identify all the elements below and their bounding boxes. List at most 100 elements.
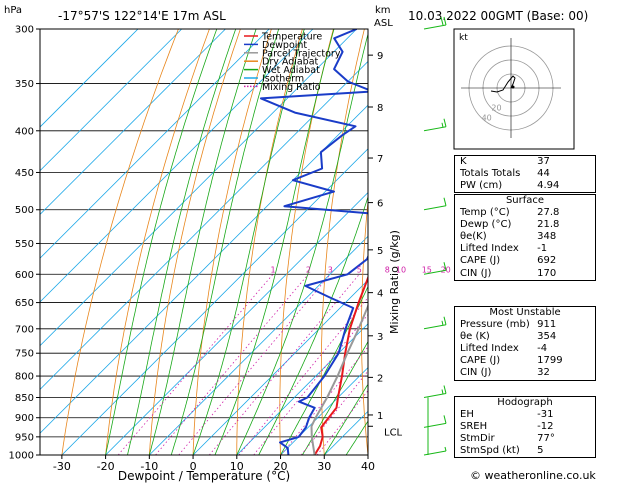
wet-adiabat <box>127 29 237 455</box>
wet-adiabat <box>302 340 368 455</box>
legend-entry: Mixing Ratio <box>262 82 321 93</box>
pressure-tick-label: 700 <box>15 324 34 335</box>
surface-table: Surface Temp (°C) 27.8 Dewp (°C) 21.8 θe(K) 3… <box>454 194 596 281</box>
mixing-ratio-label: 10 <box>396 265 406 274</box>
temperature-tick-label: 0 <box>190 460 197 473</box>
row-key: θe (K) <box>460 331 490 343</box>
row-key: θe(K) <box>460 231 487 243</box>
temperature-tick-label: -30 <box>53 460 71 473</box>
dry-adiabat <box>236 29 303 455</box>
row-value: -4 <box>537 343 548 355</box>
legend-entry: Parcel Trajectory <box>262 48 341 59</box>
mixing-ratio-label: 2 <box>306 265 311 274</box>
pressure-tick-label: 900 <box>15 413 34 424</box>
table-row: Lifted Index -1 <box>455 243 595 255</box>
isotherm <box>40 29 139 128</box>
table-row: K 37 <box>455 156 595 168</box>
barb-flag <box>443 118 447 127</box>
table-row: CAPE (J) 1799 <box>455 355 595 367</box>
hodograph-ring-label: 20 <box>491 104 501 113</box>
datetime-label: 10.03.2022 00GMT (Base: 00) <box>408 9 588 23</box>
mixing-ratio-label: 3 <box>328 265 333 274</box>
km-tick-label: 1 <box>377 411 383 422</box>
row-value: 77° <box>537 433 555 445</box>
isotherm <box>40 29 270 259</box>
dry-adiabat <box>148 29 241 455</box>
wet-adiabat <box>214 29 335 455</box>
temperature-tick-label: 10 <box>230 460 244 473</box>
barb-half-flag <box>444 446 447 452</box>
hodograph-frame <box>453 28 575 150</box>
table-row: Temp (°C) 27.8 <box>455 207 595 219</box>
barb-staff <box>423 422 447 428</box>
wind-barb <box>423 16 447 30</box>
barb-half-flag <box>441 320 444 326</box>
wet-adiabat <box>105 29 218 455</box>
mixing-ratio-label: 8 <box>385 265 390 274</box>
temperature-tick-label: -10 <box>140 460 158 473</box>
row-value: 4.94 <box>537 180 560 192</box>
row-value: 32 <box>537 367 550 379</box>
row-key: CIN (J) <box>460 367 492 379</box>
table-row: θe(K) 348 <box>455 231 595 243</box>
wind-barb <box>423 385 447 398</box>
row-value: 27.8 <box>537 207 560 219</box>
pressure-tick-label: 800 <box>15 372 34 383</box>
row-key: CAPE (J) <box>460 355 501 367</box>
row-value: 5 <box>537 445 544 457</box>
row-value: -31 <box>537 409 554 421</box>
legend-entry: Temperature <box>261 32 322 43</box>
pressure-tick-label: 600 <box>15 270 34 281</box>
row-key: CAPE (J) <box>460 255 501 267</box>
temperature-tick-label: -20 <box>97 460 115 473</box>
barb-staff <box>423 269 447 275</box>
mixing-ratio-axis-label: Mixing Ratio (g/kg) <box>388 230 401 334</box>
copyright-label: © weatheronline.co.uk <box>470 469 596 482</box>
row-key: Temp (°C) <box>460 207 510 219</box>
mixing-ratio-line <box>280 346 368 455</box>
row-key: StmSpd (kt) <box>460 445 520 457</box>
row-key: Pressure (mb) <box>460 319 530 331</box>
mixing-ratio-line <box>300 370 368 455</box>
barb-staff <box>423 393 447 398</box>
hodograph-ring-label: 40 <box>482 113 492 122</box>
table-row: StmSpd (kt) 5 <box>455 445 595 457</box>
wet-adiabat <box>280 285 368 455</box>
table-row: PW (cm) 4.94 <box>455 180 595 192</box>
legend-entry: Dewpoint <box>262 40 307 51</box>
hodograph-table-title: Hodograph <box>497 397 553 408</box>
wind-barb <box>423 446 447 456</box>
asl-unit-label: ASL <box>374 18 393 29</box>
table-row: Lifted Index -4 <box>455 343 595 355</box>
table-row: CAPE (J) 692 <box>455 255 595 267</box>
wind-barb <box>423 197 447 211</box>
km-tick-label: 2 <box>377 373 383 384</box>
pressure-tick-label: 650 <box>15 298 34 309</box>
row-value: 44 <box>537 168 550 180</box>
row-value: 1799 <box>537 355 563 367</box>
surface-title: Surface <box>505 195 545 206</box>
wet-adiabat <box>236 32 368 455</box>
row-key: Dewp (°C) <box>460 219 512 231</box>
pressure-tick-label: 1000 <box>9 451 34 462</box>
row-value: 911 <box>537 319 557 331</box>
temperature-tick-label: 30 <box>317 460 331 473</box>
isotherm <box>40 29 314 303</box>
pressure-tick-label: 300 <box>15 25 34 36</box>
mixing-ratio-label: 5 <box>357 265 362 274</box>
table-row: CIN (J) 170 <box>455 268 595 280</box>
isotherm <box>40 29 226 216</box>
lcl-label: LCL <box>384 427 403 438</box>
barb-staff <box>423 324 447 330</box>
most-unstable-table: Most Unstable Pressure (mb) 911 θe (K) 354 L… <box>454 306 596 381</box>
isotherm <box>40 29 183 172</box>
hodograph-unit-label: kt <box>459 33 468 43</box>
barb-staff <box>423 450 447 456</box>
barb-flag <box>443 415 447 424</box>
x-axis-label: Dewpoint / Temperature (°C) <box>118 469 290 483</box>
row-value: 354 <box>537 331 557 343</box>
pressure-tick-label: 400 <box>15 126 34 137</box>
temperature-tick-label: 20 <box>274 460 288 473</box>
